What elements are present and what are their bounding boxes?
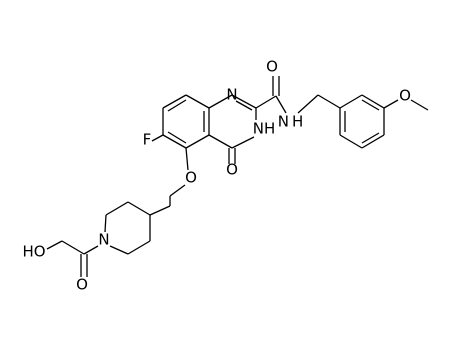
atom-labels: N O NH O F NH O O N HO O [22, 58, 410, 294]
bonds [46, 76, 429, 277]
atom-label: NH [253, 120, 276, 138]
atom-label: O [76, 276, 88, 294]
atom-label: O [266, 58, 278, 76]
atom-label: NH [278, 113, 307, 131]
atom-label: O [226, 161, 238, 179]
atom-label: O [399, 87, 411, 105]
atom-label: N [98, 231, 109, 249]
atom-label: F [143, 131, 152, 149]
atom-label: O [185, 169, 197, 187]
atom-label: N [226, 86, 237, 104]
atom-label: HO [22, 243, 45, 261]
